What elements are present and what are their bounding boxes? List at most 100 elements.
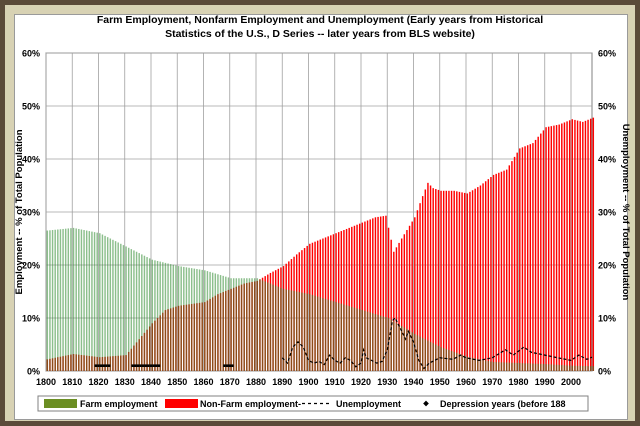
farm-bar xyxy=(217,274,219,371)
farm-bar xyxy=(353,307,356,371)
farm-bar xyxy=(582,365,584,371)
farm-bar xyxy=(332,301,335,371)
farm-bar xyxy=(482,359,484,371)
depression-marker xyxy=(102,364,106,367)
depression-marker xyxy=(144,364,148,367)
farm-bar xyxy=(154,260,156,371)
farm-bar xyxy=(211,272,214,371)
farm-bar xyxy=(429,341,432,371)
depression-marker xyxy=(225,364,229,367)
farm-bar xyxy=(526,363,529,371)
nonfarm-bar xyxy=(469,191,471,371)
farm-bar xyxy=(261,280,264,371)
farm-bar xyxy=(253,278,256,371)
nonfarm-bar xyxy=(432,188,434,371)
y-tick-label-left: 0% xyxy=(27,367,40,377)
farm-bar xyxy=(59,229,62,371)
farm-bar xyxy=(104,235,106,371)
depression-marker xyxy=(147,364,150,367)
farm-bar xyxy=(516,362,518,371)
depression-marker xyxy=(136,364,140,367)
x-tick-label: 1820 xyxy=(88,377,108,387)
farm-bar xyxy=(587,366,589,371)
nonfarm-bar xyxy=(463,192,466,371)
y-tick-label-right: 30% xyxy=(598,208,616,218)
depression-marker xyxy=(231,364,234,367)
nonfarm-bar xyxy=(361,222,364,371)
nonfarm-bar xyxy=(377,216,379,371)
legend-unemployment-label: Unemployment xyxy=(336,399,401,409)
farm-bar xyxy=(542,364,545,371)
depression-marker xyxy=(133,364,137,367)
legend-depression-label: Depression years (before 188 xyxy=(440,399,566,409)
farm-bar xyxy=(106,237,109,371)
nonfarm-bar xyxy=(374,217,377,371)
nonfarm-bar xyxy=(390,239,392,371)
nonfarm-bar xyxy=(456,191,458,371)
farm-bar xyxy=(214,273,217,371)
depression-marker xyxy=(154,364,158,367)
nonfarm-bar xyxy=(453,190,455,371)
nonfarm-bar xyxy=(558,124,560,371)
farm-bar xyxy=(579,365,581,371)
x-tick-label: 1920 xyxy=(351,377,371,387)
nonfarm-bar xyxy=(579,121,581,371)
nonfarm-bar xyxy=(582,121,584,372)
nonfarm-bar xyxy=(550,126,553,371)
farm-bar xyxy=(437,345,440,371)
nonfarm-bar xyxy=(555,125,558,371)
farm-bar xyxy=(379,315,382,371)
x-tick-label: 1970 xyxy=(482,377,502,387)
farm-bar xyxy=(498,362,500,371)
depression-marker xyxy=(94,364,98,367)
nonfarm-bar xyxy=(450,190,453,371)
nonfarm-bar xyxy=(471,190,474,371)
nonfarm-bar xyxy=(487,179,490,371)
farm-bar xyxy=(398,324,400,371)
farm-bar xyxy=(177,266,180,371)
depression-marker xyxy=(139,364,142,367)
y-axis-title-left: Employment -- % of Total Population xyxy=(14,129,25,294)
farm-bar xyxy=(225,276,227,371)
farm-bar xyxy=(445,349,448,371)
depression-marker xyxy=(149,364,153,367)
farm-bar xyxy=(316,296,319,371)
farm-bar xyxy=(148,258,151,371)
farm-bar xyxy=(340,303,343,371)
farm-bar xyxy=(309,294,311,371)
farm-bar xyxy=(576,365,579,371)
farm-bar xyxy=(222,275,224,371)
farm-bar xyxy=(479,359,482,371)
x-tick-label: 1800 xyxy=(36,377,56,387)
nonfarm-bar xyxy=(466,193,469,371)
farm-bar xyxy=(477,358,479,371)
farm-bar xyxy=(93,232,96,371)
farm-bar xyxy=(114,241,117,371)
farm-bar xyxy=(456,352,458,371)
nonfarm-bar xyxy=(553,125,555,371)
nonfarm-bar xyxy=(547,126,550,371)
farm-bar xyxy=(521,363,524,371)
x-tick-label: 1850 xyxy=(167,377,187,387)
farm-bar xyxy=(519,363,521,371)
farm-bar xyxy=(190,268,193,371)
nonfarm-bar xyxy=(498,172,500,371)
farm-bar xyxy=(130,249,133,371)
y-tick-label-right: 40% xyxy=(598,155,616,165)
farm-bar xyxy=(101,234,104,371)
farm-bar xyxy=(49,230,51,371)
farm-bar xyxy=(204,270,206,371)
farm-bar xyxy=(293,290,295,371)
farm-bar xyxy=(183,266,185,371)
nonfarm-bar xyxy=(561,123,563,372)
farm-bar xyxy=(96,232,98,371)
nonfarm-bar xyxy=(503,170,505,371)
nonfarm-bar xyxy=(511,161,513,371)
nonfarm-bar xyxy=(540,133,542,371)
farm-bar xyxy=(259,279,261,371)
x-tick-label: 1980 xyxy=(508,377,528,387)
farm-bar xyxy=(117,242,119,371)
nonfarm-bar xyxy=(474,188,476,371)
nonfarm-bar xyxy=(414,217,416,371)
farm-bar xyxy=(348,306,350,371)
